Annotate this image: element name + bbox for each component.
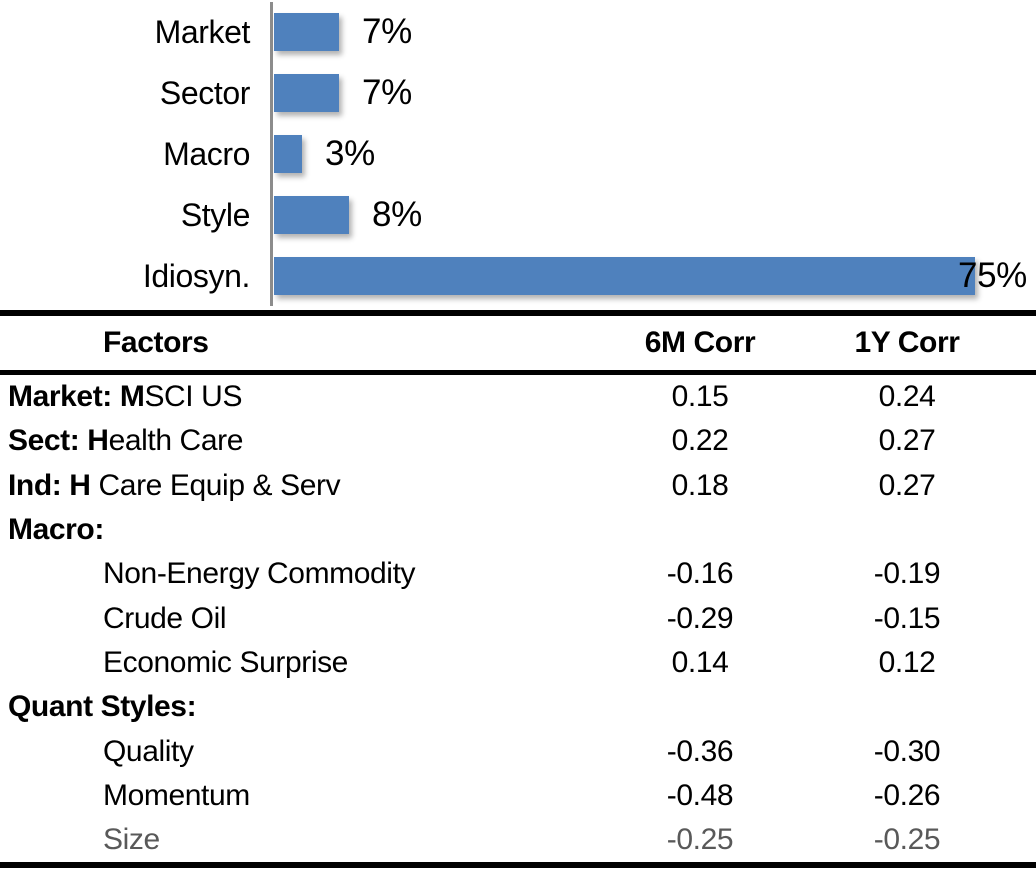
chart-value-label: 8% xyxy=(372,195,422,234)
chart-category-label-style: Style xyxy=(180,197,251,233)
table-body: Market: MSCI US 0.15 0.24 Sect: Health Care… xyxy=(0,375,1036,862)
table-row: Sect: Health Care 0.22 0.27 xyxy=(0,419,1036,463)
factor-label-bold-run: Ind: H xyxy=(8,468,91,502)
corr-6m-value: 0.18 xyxy=(671,468,729,502)
factor-correlation-table: Factors 6M Corr 1Y Corr Market: MSCI US 0… xyxy=(0,310,1036,869)
chart-value-label: 7% xyxy=(362,73,412,112)
factor-label-bold-run: Sect: H xyxy=(8,424,109,458)
table-row: Size -0.25 -0.25 xyxy=(0,818,1036,862)
factor-label-bold-run: Market: M xyxy=(8,380,145,414)
table-bottom-border xyxy=(0,862,1036,869)
corr-1y-value: 0.24 xyxy=(878,380,936,414)
corr-6m-value: -0.25 xyxy=(666,823,734,857)
risk-decomposition-chart: Market 7% Sector 7% Macro 3% Style 8% Idiosyn. 75… xyxy=(0,0,1036,310)
factor-label: Sect: Health Care xyxy=(0,424,610,458)
corr-1y-value: -0.19 xyxy=(873,557,941,591)
corr-6m-value: 0.14 xyxy=(671,645,729,679)
corr-1y-value: -0.26 xyxy=(873,778,941,812)
factor-label-regular-run: ealth Care xyxy=(108,424,244,458)
corr-6m-value: 0.22 xyxy=(671,424,729,458)
table-row: Quality -0.36 -0.30 xyxy=(0,729,1036,773)
table-row: Macro: xyxy=(0,508,1036,552)
factor-label-regular-run: Quality xyxy=(103,734,194,768)
chart-bar-market xyxy=(274,13,339,51)
factor-label: Size xyxy=(0,823,610,857)
factor-label: Momentum xyxy=(0,779,610,813)
factor-label-bold-run: Macro: xyxy=(8,513,104,547)
corr-1y-value: -0.30 xyxy=(873,734,941,768)
factor-label: Economic Surprise xyxy=(0,646,610,680)
corr-6m-value: -0.36 xyxy=(666,734,734,768)
factor-label-regular-run: Non-Energy Commodity xyxy=(103,557,416,591)
chart-value-label: 7% xyxy=(362,12,412,51)
chart-bar-sector xyxy=(274,74,339,112)
chart-category-label-sector: Sector xyxy=(159,75,250,111)
column-header-factors: Factors xyxy=(103,326,209,359)
table-row: Non-Energy Commodity -0.16 -0.19 xyxy=(0,552,1036,596)
factor-label: Macro: xyxy=(0,513,610,547)
corr-1y-value: 0.27 xyxy=(878,468,936,502)
factor-label-regular-run: SCI US xyxy=(144,380,243,414)
corr-1y-value: -0.25 xyxy=(873,823,941,857)
factor-label: Ind: H Care Equip & Serv xyxy=(0,469,610,503)
corr-6m-value: 0.15 xyxy=(671,380,729,414)
chart-bar-macro xyxy=(274,135,302,173)
factor-label-regular-run: Care Equip & Serv xyxy=(90,468,341,502)
corr-1y-value: 0.12 xyxy=(878,645,936,679)
column-header-1y-corr: 1Y Corr xyxy=(854,326,960,359)
table-row: Economic Surprise 0.14 0.12 xyxy=(0,641,1036,685)
table-header-border xyxy=(0,370,1036,375)
table-row: Market: MSCI US 0.15 0.24 xyxy=(0,375,1036,419)
corr-6m-value: -0.29 xyxy=(666,601,734,635)
table-header-row: Factors 6M Corr 1Y Corr xyxy=(0,316,1036,370)
corr-1y-value: -0.15 xyxy=(873,601,941,635)
factor-label-regular-run: Economic Surprise xyxy=(103,645,348,679)
corr-6m-value: -0.16 xyxy=(666,557,734,591)
chart-axis-line xyxy=(270,2,273,306)
table-row: Momentum -0.48 -0.26 xyxy=(0,774,1036,818)
chart-category-label-market: Market xyxy=(154,14,251,50)
factor-label-regular-run: Crude Oil xyxy=(103,601,227,635)
factor-label-bold-run: Quant Styles: xyxy=(8,690,197,724)
chart-bar-style xyxy=(274,196,349,234)
factor-label: Quality xyxy=(0,735,610,769)
table-row: Crude Oil -0.29 -0.15 xyxy=(0,596,1036,640)
corr-1y-value: 0.27 xyxy=(878,424,936,458)
chart-category-label-macro: Macro xyxy=(163,136,250,172)
table-row: Quant Styles: xyxy=(0,685,1036,729)
factor-label-regular-run: Momentum xyxy=(103,778,250,812)
factor-label: Non-Energy Commodity xyxy=(0,557,610,591)
factor-label-regular-run: Size xyxy=(103,823,160,857)
corr-6m-value: -0.48 xyxy=(666,778,734,812)
table-row: Ind: H Care Equip & Serv 0.18 0.27 xyxy=(0,464,1036,508)
chart-value-label: 75% xyxy=(958,256,1027,295)
chart-category-label-idiosyn: Idiosyn. xyxy=(142,258,250,294)
factor-label: Crude Oil xyxy=(0,602,610,636)
table-top-border xyxy=(0,310,1036,316)
column-header-6m-corr: 6M Corr xyxy=(644,326,756,359)
factor-label: Quant Styles: xyxy=(0,690,610,724)
chart-value-label: 3% xyxy=(325,134,375,173)
chart-bar-idiosyn xyxy=(274,257,975,295)
factor-label: Market: MSCI US xyxy=(0,380,610,414)
